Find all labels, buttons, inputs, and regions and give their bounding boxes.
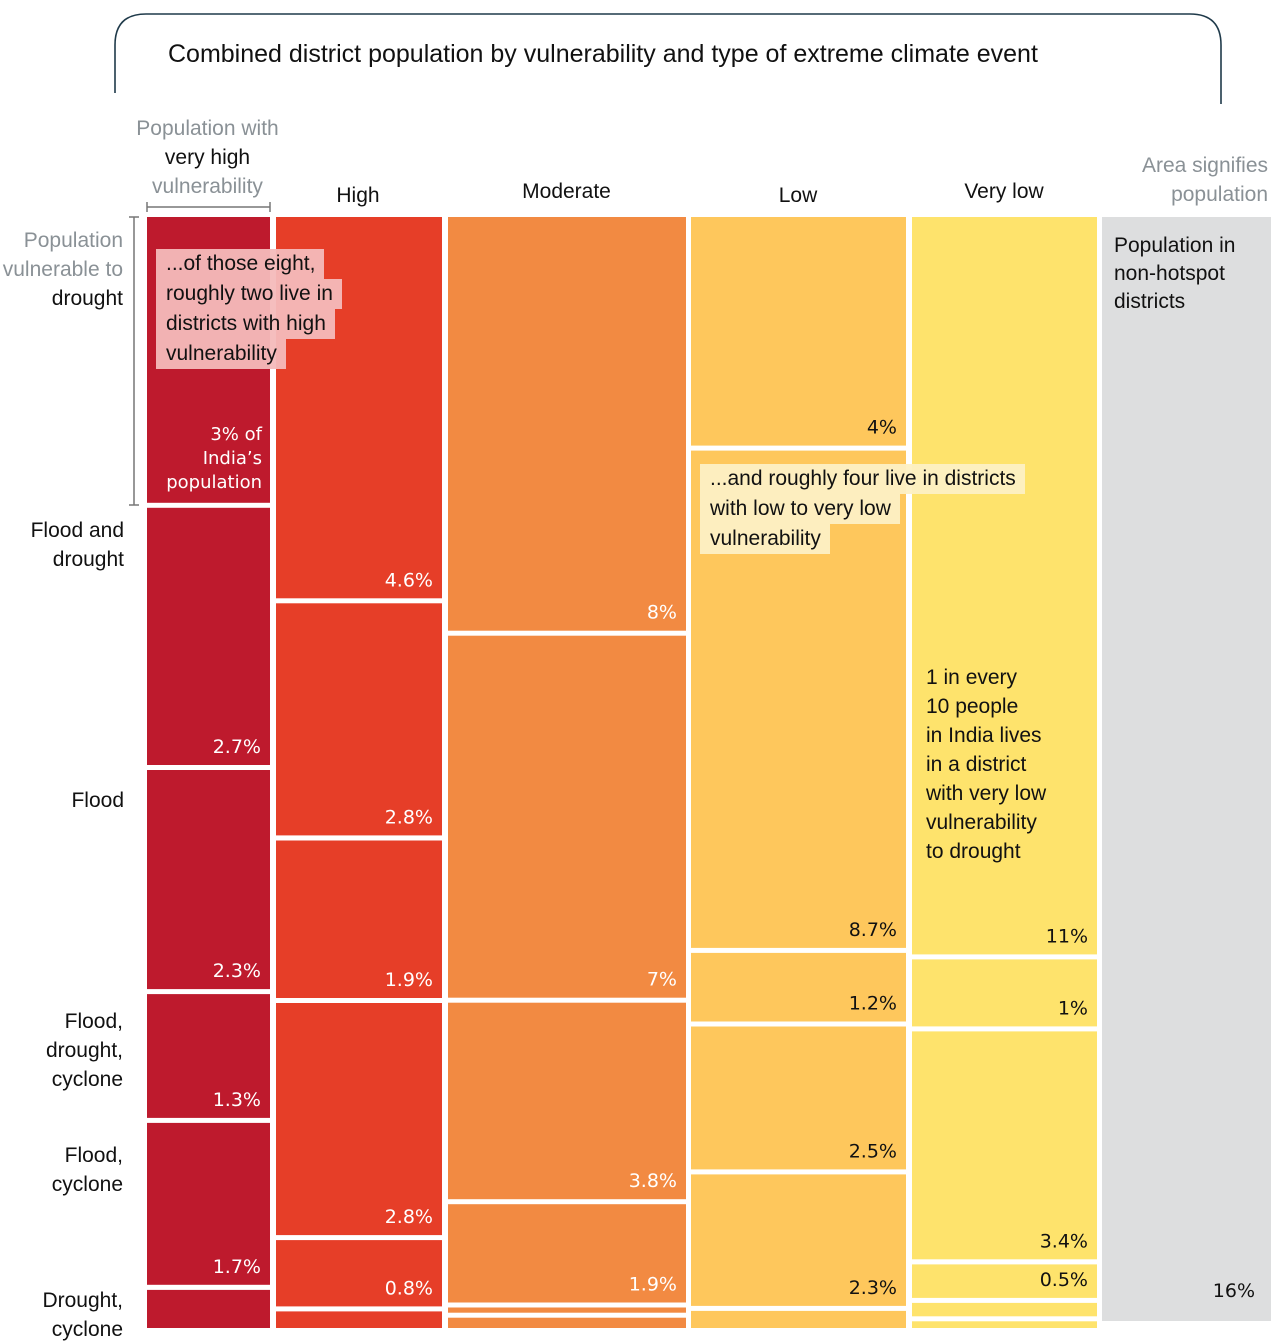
cell-very-low-row-5 — [912, 1321, 1097, 1328]
cell-moderate-row-1 — [448, 635, 686, 998]
cell-label-very-low-row-3: 0.5% — [1040, 1269, 1088, 1291]
cell-label-low-row-3: 2.5% — [849, 1140, 897, 1162]
row-label-flood-and-drought: Flood and drought — [30, 519, 124, 571]
annotation-very-high-drought: 3% of India’s population — [166, 424, 262, 493]
cell-very-high-row-2 — [147, 770, 270, 990]
column-name-very-high: very high — [164, 146, 251, 169]
cell-very-low-row-4 — [912, 1302, 1097, 1317]
cell-label-high-row-3: 2.8% — [385, 1206, 433, 1228]
cell-very-high-row-1 — [147, 507, 270, 765]
row-label-flood-cyclone: Flood, cyclone — [51, 1144, 123, 1196]
cell-very-high-row-4 — [147, 1122, 270, 1285]
cell-non-hotspot — [1102, 217, 1271, 1321]
title-frame — [114, 13, 1222, 104]
column-header-high: High — [336, 184, 380, 207]
cell-high-row-5 — [276, 1311, 442, 1328]
cell-very-high-row-5 — [147, 1289, 270, 1328]
cell-label-very-high-row-2: 2.3% — [213, 960, 261, 982]
cell-label-moderate-row-2: 3.8% — [629, 1170, 677, 1192]
cell-label-high-row-1: 2.8% — [385, 807, 433, 829]
cell-label-very-low-row-1: 1% — [1058, 997, 1088, 1019]
annotation-very-low-drought: 1 in every 10 people in India lives in a… — [926, 666, 1047, 863]
annotation-low-share: ...and roughly four live in districts wi… — [700, 464, 1025, 554]
row-name-drought: drought — [51, 287, 123, 310]
cell-label-moderate-row-3: 1.9% — [629, 1274, 677, 1296]
cell-moderate-row-2 — [448, 1002, 686, 1200]
cell-label-very-low-row-2: 3.4% — [1040, 1230, 1088, 1252]
cell-label-high-row-0: 4.6% — [385, 569, 433, 591]
drought-bracket — [129, 216, 139, 506]
cell-label-high-row-4: 0.8% — [385, 1277, 433, 1299]
cell-high-row-2 — [276, 840, 442, 998]
cell-label-very-low-row-0: 11% — [1046, 925, 1088, 947]
cell-label-low-row-1: 8.7% — [849, 919, 897, 941]
cell-moderate-row-4 — [448, 1307, 686, 1313]
cell-low-row-2 — [691, 952, 906, 1022]
chart-title: Combined district population by vulnerab… — [168, 40, 1038, 68]
cell-label-very-high-row-4: 1.7% — [213, 1256, 261, 1278]
row-label-flood: Flood — [71, 789, 124, 812]
cell-high-row-1 — [276, 603, 442, 836]
column-header-moderate: Moderate — [522, 180, 611, 203]
column-header-very-low: Very low — [964, 180, 1044, 203]
cell-very-low-row-3 — [912, 1264, 1097, 1298]
cell-moderate-row-5 — [448, 1317, 686, 1328]
cell-low-row-0 — [691, 217, 906, 446]
row-label-flood-drought-cyclone: Flood, drought, cyclone — [45, 1010, 123, 1091]
column-header-very-high: Population with very high vulnerability — [120, 114, 295, 201]
column-header-low: Low — [778, 184, 818, 207]
cell-very-low-row-1 — [912, 959, 1097, 1027]
area-note: Area signifies population — [1141, 154, 1268, 206]
cell-label-low-row-2: 1.2% — [849, 993, 897, 1015]
cell-label-high-row-2: 1.9% — [385, 969, 433, 991]
cell-label-moderate-row-1: 7% — [647, 969, 677, 991]
cell-moderate-row-0 — [448, 217, 686, 631]
row-label-drought: Population vulnerable to drought — [2, 229, 123, 310]
cell-low-row-3 — [691, 1026, 906, 1170]
row-label-drought-cyclone: Drought, cyclone — [42, 1289, 123, 1341]
cell-low-row-4 — [691, 1174, 906, 1306]
cell-very-low-row-0 — [912, 217, 1097, 955]
cell-very-high-row-3 — [147, 994, 270, 1118]
cell-label-very-high-row-1: 2.7% — [213, 736, 261, 758]
cell-low-row-5 — [691, 1310, 906, 1328]
cell-very-low-row-2 — [912, 1031, 1097, 1260]
cell-label-very-high-row-3: 1.3% — [213, 1089, 261, 1111]
non-hotspot-label: Population in non-hotspot districts — [1114, 234, 1236, 313]
cell-high-row-3 — [276, 1003, 442, 1236]
cell-label-moderate-row-0: 8% — [647, 602, 677, 624]
cell-label-low-row-0: 4% — [867, 417, 897, 439]
column-bracket — [146, 202, 271, 212]
cell-label-low-row-4: 2.3% — [849, 1277, 897, 1299]
annotation-high-share: ...of those eight, roughly two live in d… — [156, 249, 342, 369]
non-hotspot-value: 16% — [1212, 1280, 1255, 1302]
cell-moderate-row-3 — [448, 1204, 686, 1303]
cell-high-row-4 — [276, 1240, 442, 1307]
